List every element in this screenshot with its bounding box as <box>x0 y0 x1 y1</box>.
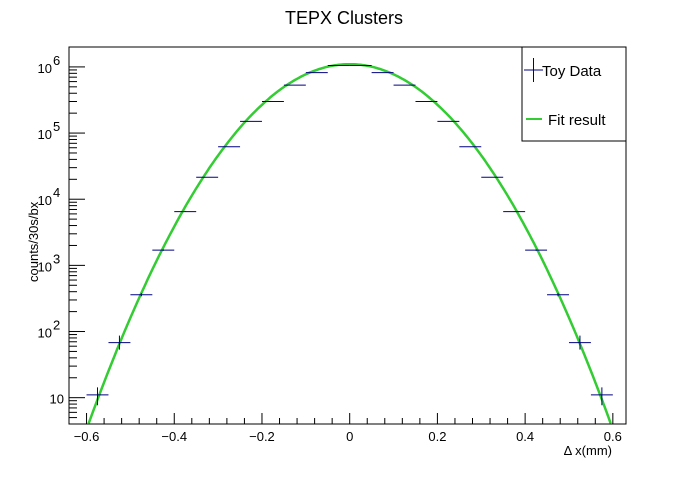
y-tick-label: 10 <box>50 392 64 407</box>
data-point <box>130 293 153 297</box>
fit-curve <box>87 62 612 424</box>
legend-toy-data-label: Toy Data <box>542 63 602 80</box>
y-tick-exponent: 6 <box>53 53 60 68</box>
x-tick-label: −0.6 <box>74 429 100 444</box>
fit-result-series <box>87 62 612 424</box>
toy-data-series <box>86 65 613 406</box>
x-tick-label: 0.6 <box>604 429 622 444</box>
x-tick-label: 0.2 <box>428 429 446 444</box>
y-tick-label: 10 <box>38 61 52 76</box>
data-point <box>174 211 197 213</box>
y-tick-exponent: 3 <box>53 251 60 266</box>
y-tick-exponent: 5 <box>53 119 60 134</box>
x-tick-label: 0 <box>346 429 353 444</box>
data-point <box>547 293 569 297</box>
y-axis-label: counts/30s/bx <box>26 201 41 282</box>
x-tick-label: −0.2 <box>249 429 275 444</box>
y-tick-label: 10 <box>38 193 52 208</box>
data-point <box>568 335 591 350</box>
x-tick-label: 0.4 <box>516 429 534 444</box>
data-point <box>525 249 548 251</box>
legend-toy-data-marker <box>524 58 543 82</box>
chart-title: TEPX Clusters <box>285 8 403 28</box>
data-point <box>590 387 613 406</box>
plot-frame <box>68 46 627 425</box>
x-axis: −0.6 −0.4 −0.2 0 0.2 0.4 0.6 <box>74 413 622 444</box>
y-tick-label: 10 <box>38 326 52 341</box>
data-point <box>86 387 109 406</box>
x-tick-label: −0.4 <box>161 429 187 444</box>
legend-fit-label: Fit result <box>548 112 606 129</box>
y-tick-exponent: 4 <box>53 185 60 200</box>
legend: Toy Data Fit result <box>521 46 627 142</box>
x-axis-label: Δ x(mm) <box>564 443 612 458</box>
y-tick-exponent: 2 <box>53 318 60 333</box>
data-point <box>108 335 131 350</box>
data-point <box>503 211 526 213</box>
y-tick-label: 10 <box>38 127 52 142</box>
data-point <box>152 249 175 251</box>
y-tick-label: 10 <box>38 259 52 274</box>
legend-box <box>521 46 627 142</box>
